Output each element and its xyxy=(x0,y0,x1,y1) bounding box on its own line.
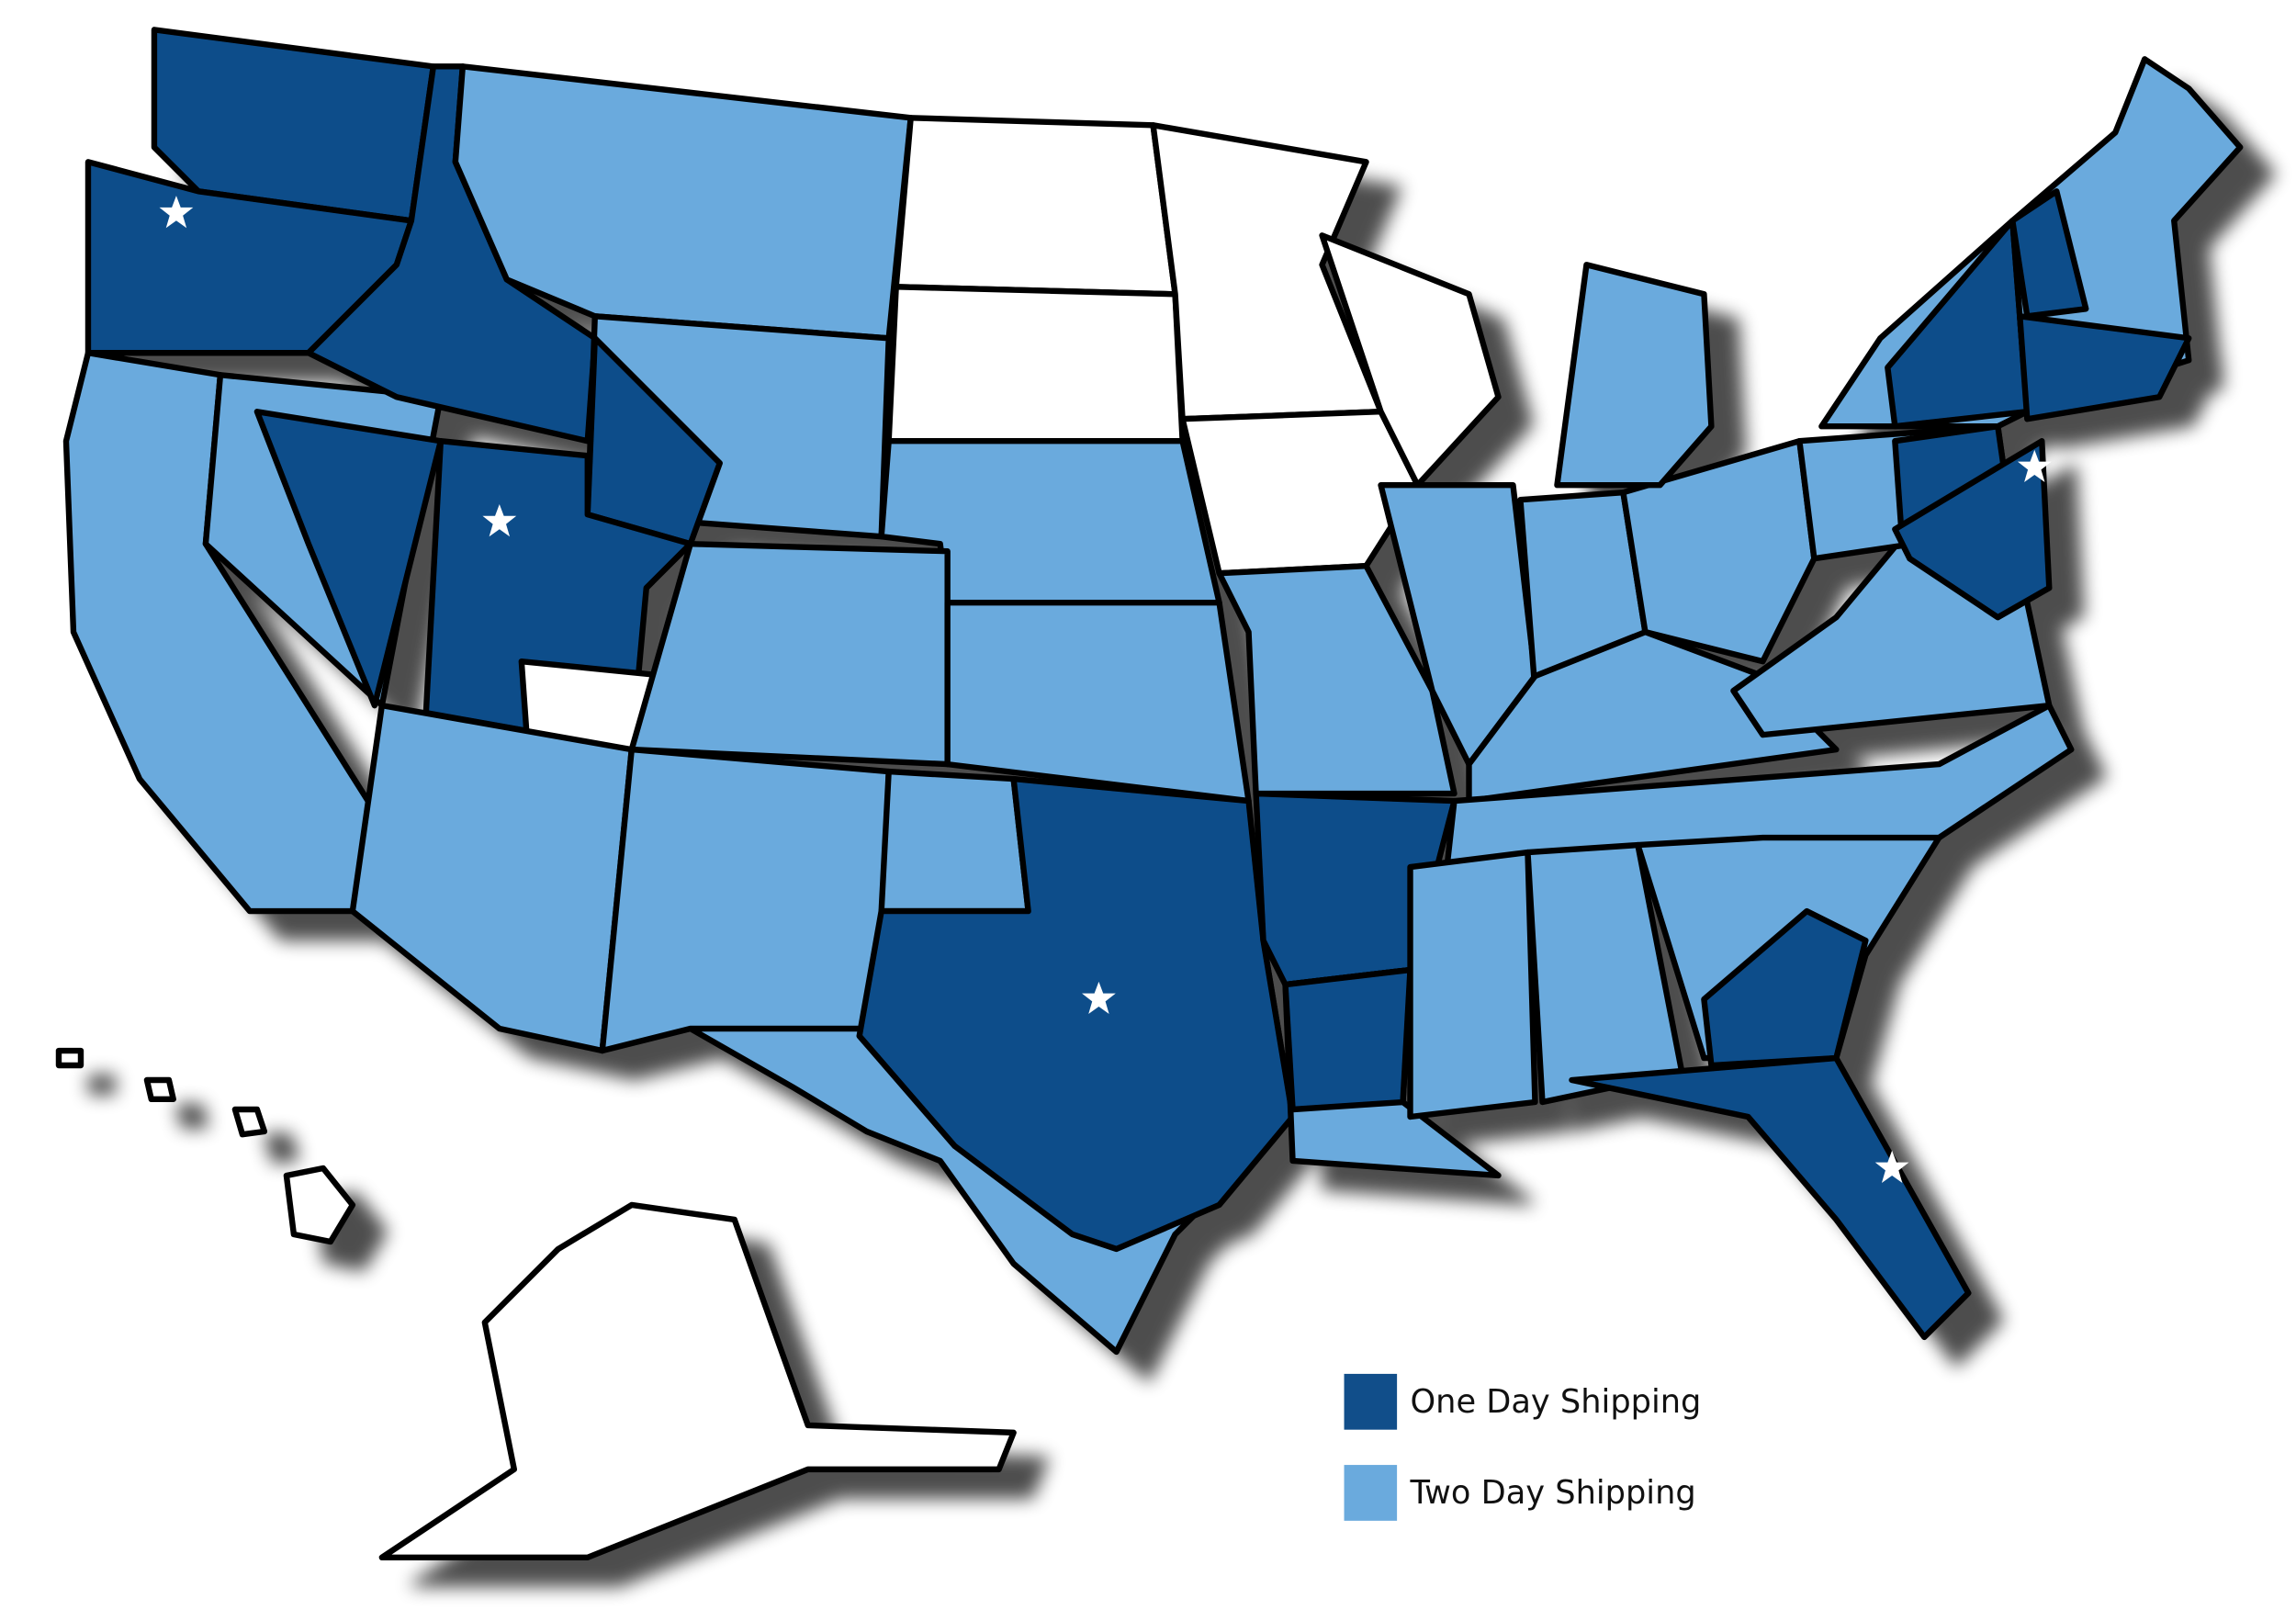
legend-swatch xyxy=(1344,1465,1398,1521)
state xyxy=(1282,966,1413,1113)
state xyxy=(1892,438,2053,621)
contiguous-states xyxy=(62,27,2244,1356)
state xyxy=(878,768,1031,915)
state xyxy=(378,1201,1017,1561)
island xyxy=(283,1165,356,1245)
state xyxy=(885,284,1186,445)
state xyxy=(893,115,1178,298)
state xyxy=(2009,188,2089,320)
state xyxy=(1216,562,1458,797)
state xyxy=(628,540,951,768)
state xyxy=(1569,1054,1972,1341)
state xyxy=(1554,262,1715,489)
legend-swatch xyxy=(1344,1373,1398,1430)
legend-label: One Day Shipping xyxy=(1411,1383,1702,1421)
state xyxy=(1620,438,1818,665)
island xyxy=(55,1047,84,1069)
state xyxy=(1407,849,1538,1120)
island xyxy=(231,1106,268,1138)
legend: One Day Shipping Two Day Shipping xyxy=(1344,1373,1702,1521)
state xyxy=(349,702,635,1054)
state xyxy=(253,409,445,709)
island xyxy=(143,1076,176,1102)
state xyxy=(1701,907,1869,1069)
alaska-hawaii xyxy=(55,1047,1017,1561)
state xyxy=(2017,313,2192,422)
legend-label: Two Day Shipping xyxy=(1410,1474,1696,1512)
state xyxy=(944,599,1252,805)
state xyxy=(599,746,892,1054)
state xyxy=(1319,232,1502,489)
